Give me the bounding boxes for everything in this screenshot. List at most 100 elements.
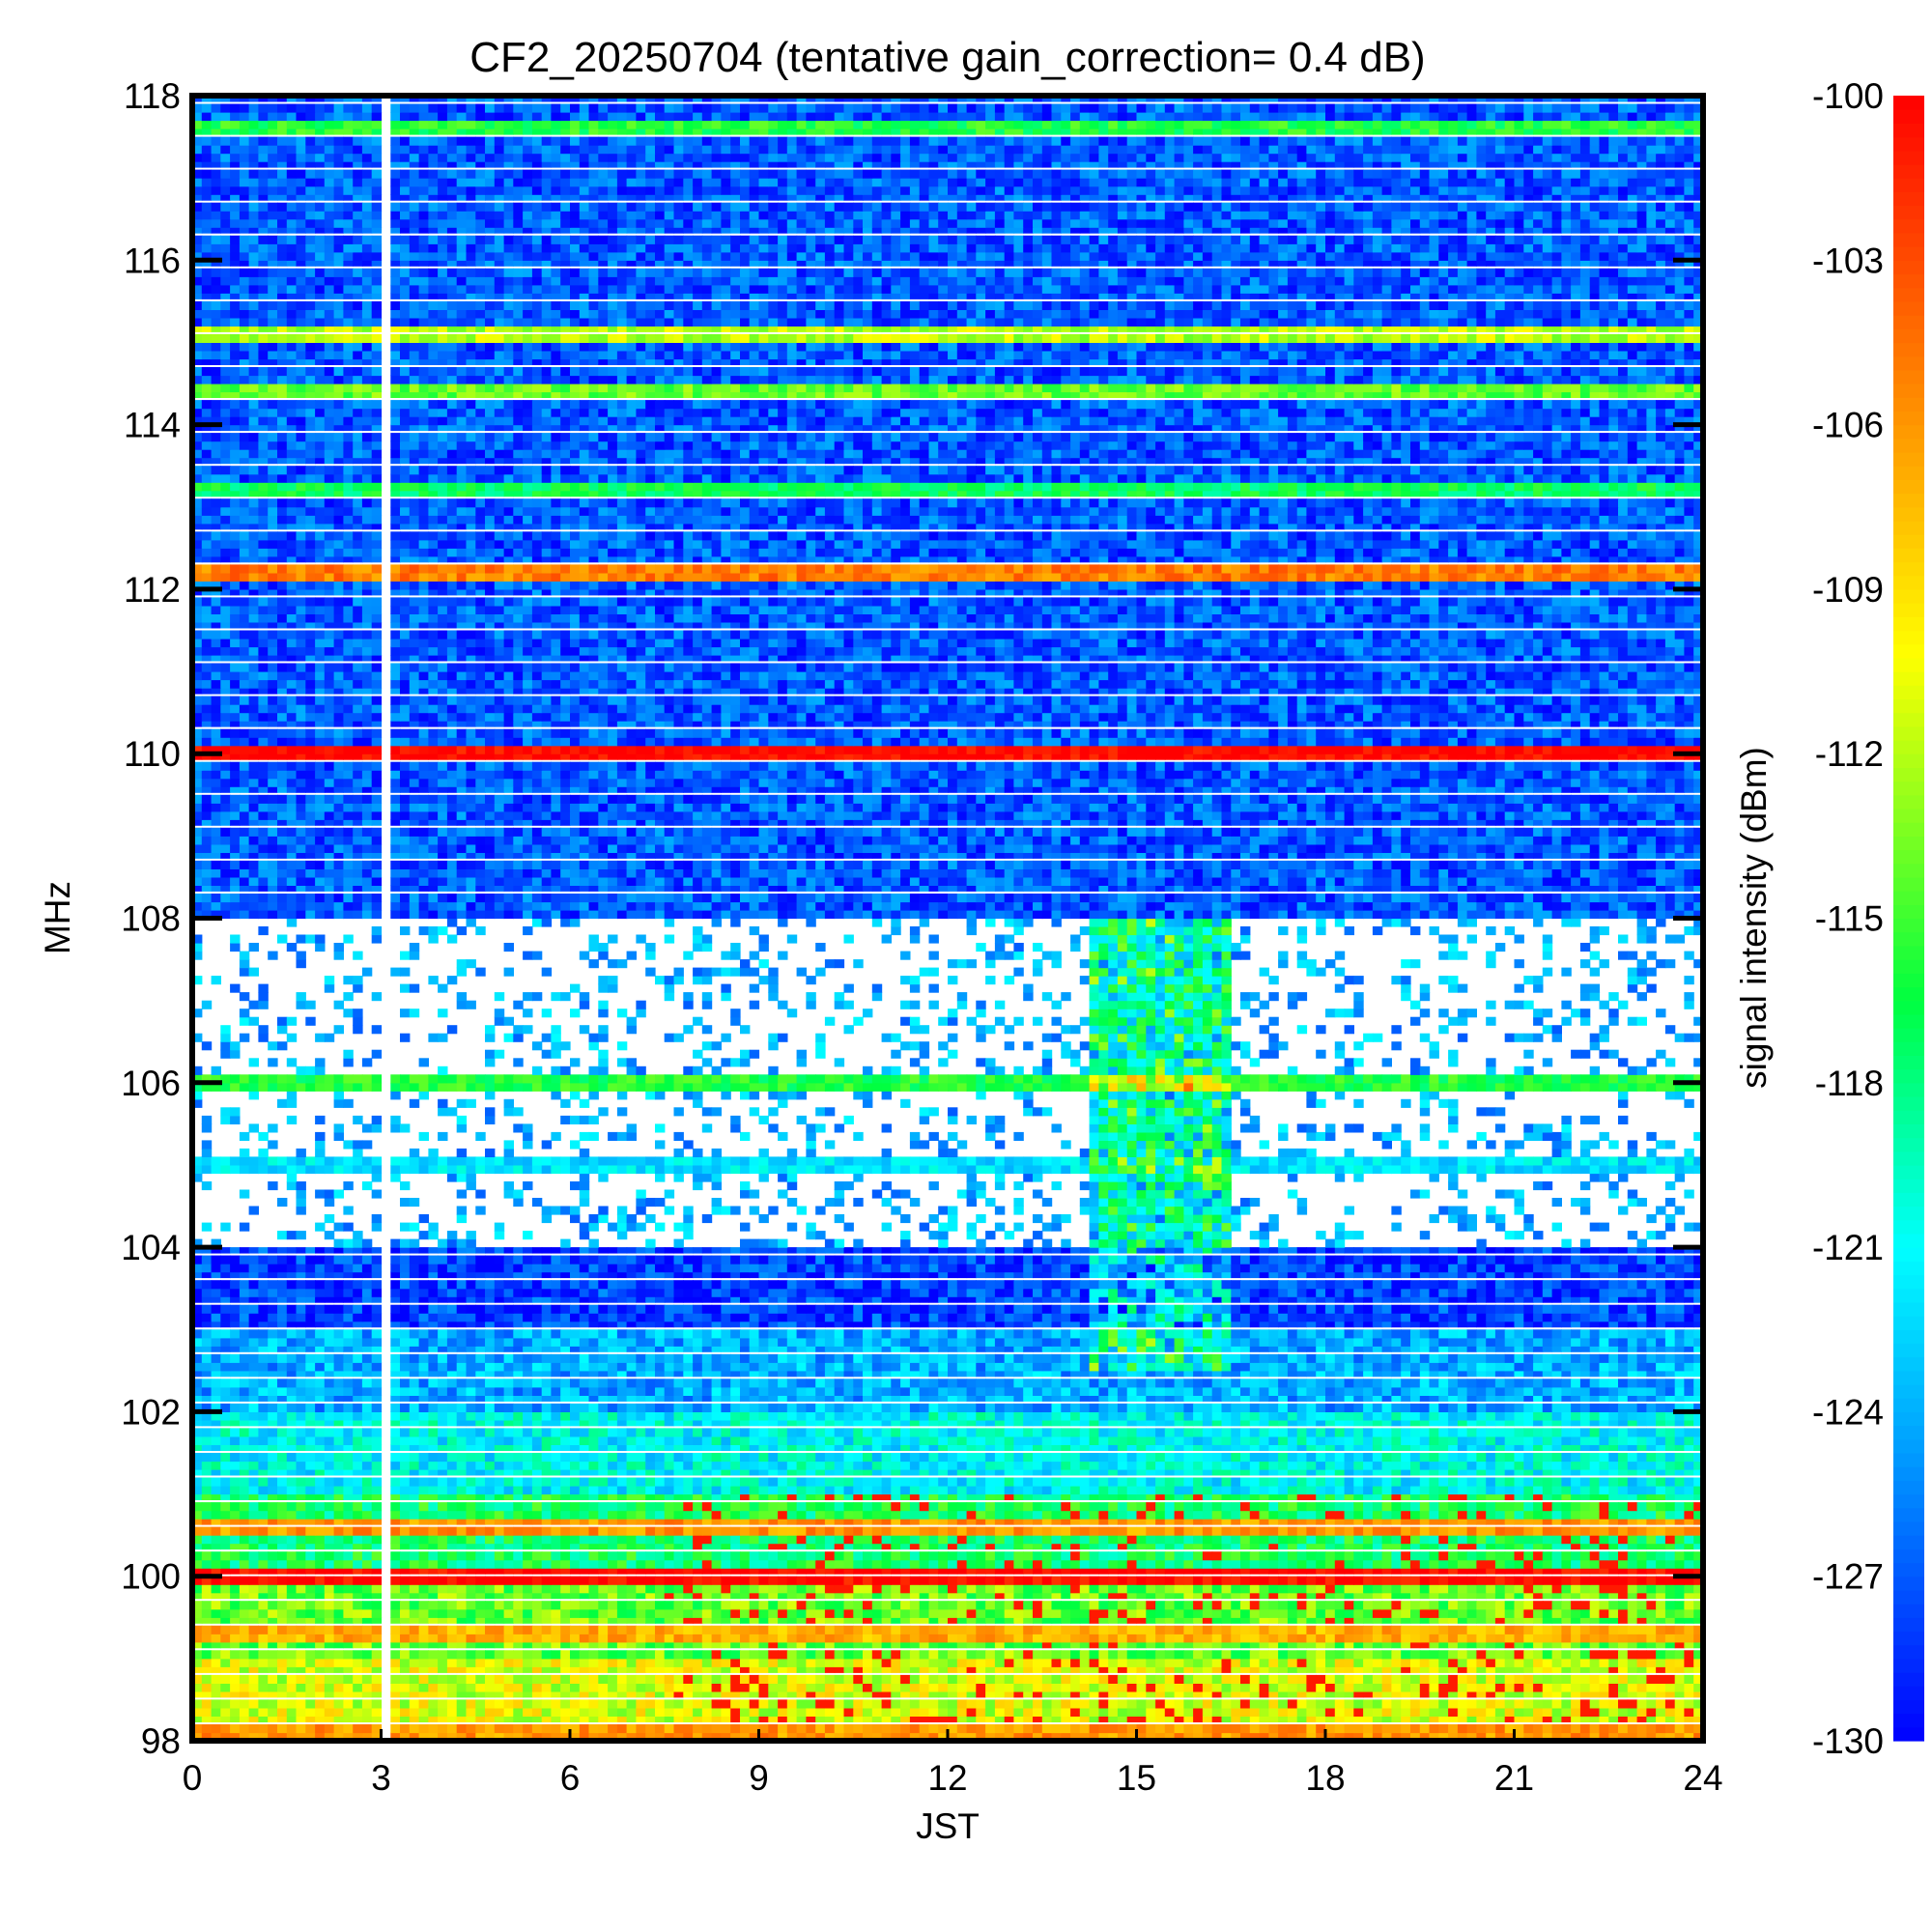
heatmap-cell bbox=[1373, 1675, 1382, 1684]
heatmap-cell bbox=[815, 1601, 825, 1609]
heatmap-cell bbox=[400, 1617, 410, 1624]
heatmap-cell bbox=[806, 1584, 815, 1593]
heatmap-cell bbox=[513, 1650, 523, 1659]
heatmap-cell bbox=[957, 1601, 967, 1609]
heatmap-cell bbox=[730, 1601, 740, 1609]
heatmap-cell bbox=[258, 1626, 268, 1634]
heatmap-cell bbox=[560, 1551, 570, 1560]
heatmap-cell bbox=[636, 1601, 645, 1609]
heatmap-cell bbox=[1628, 1519, 1637, 1525]
heatmap-cell bbox=[655, 1691, 665, 1698]
heatmap-cell bbox=[353, 1593, 362, 1600]
heatmap-cell bbox=[334, 1626, 344, 1634]
heatmap-cell bbox=[1438, 1683, 1448, 1691]
heatmap-cell bbox=[665, 1560, 674, 1569]
heatmap-cell bbox=[343, 1609, 353, 1618]
heatmap-cell bbox=[1023, 1527, 1033, 1536]
heatmap-cell bbox=[1476, 1642, 1486, 1649]
heatmap-cell bbox=[400, 1535, 410, 1544]
heatmap-cell bbox=[362, 1717, 372, 1723]
heatmap-cell bbox=[1212, 1519, 1222, 1525]
heatmap-cell bbox=[1401, 1659, 1410, 1667]
heatmap-cell bbox=[315, 1601, 325, 1609]
heatmap-cell bbox=[815, 1502, 825, 1511]
heatmap-cell bbox=[1306, 1626, 1316, 1634]
heatmap-cell bbox=[1061, 1617, 1070, 1624]
heatmap-cell bbox=[967, 1617, 977, 1624]
heatmap-cell bbox=[334, 1650, 344, 1659]
heatmap-cell bbox=[475, 1560, 485, 1569]
heatmap-cell bbox=[693, 1478, 702, 1487]
heatmap-cell bbox=[938, 1626, 948, 1634]
heatmap-cell bbox=[1637, 1724, 1647, 1733]
heatmap-cell bbox=[655, 1511, 665, 1520]
heatmap-cell bbox=[1438, 1717, 1448, 1723]
heatmap-cell bbox=[806, 1486, 815, 1494]
heatmap-cell bbox=[542, 1577, 552, 1585]
heatmap-cell bbox=[475, 1708, 485, 1717]
heatmap-cell bbox=[617, 1560, 627, 1569]
heatmap-cell bbox=[683, 1502, 693, 1511]
heatmap-cell bbox=[1268, 1666, 1278, 1673]
heatmap-cell bbox=[1656, 1666, 1665, 1673]
heatmap-cell bbox=[1183, 1568, 1193, 1575]
heatmap-cell bbox=[1127, 1519, 1137, 1525]
heatmap-cell bbox=[1533, 1494, 1543, 1501]
heatmap-cell bbox=[683, 1568, 693, 1575]
heatmap-cell bbox=[1646, 1584, 1656, 1593]
heatmap-cell bbox=[1665, 1544, 1675, 1550]
heatmap-cell bbox=[1033, 1626, 1042, 1634]
heatmap-cell bbox=[1600, 1691, 1609, 1698]
heatmap-cell bbox=[1353, 1634, 1363, 1642]
heatmap-cell bbox=[655, 1568, 665, 1575]
heatmap-cell bbox=[976, 1626, 985, 1634]
heatmap-cell bbox=[504, 1659, 514, 1667]
heatmap-cell bbox=[1373, 1609, 1382, 1618]
heatmap-cell bbox=[853, 1642, 863, 1649]
heatmap-cell bbox=[353, 1502, 362, 1511]
heatmap-cell bbox=[447, 1683, 457, 1691]
heatmap-cell bbox=[1052, 1699, 1062, 1708]
heatmap-cell bbox=[1260, 1535, 1269, 1544]
heatmap-cell bbox=[636, 1659, 645, 1667]
heatmap-cell bbox=[1013, 1708, 1023, 1717]
heatmap-cell bbox=[787, 1584, 797, 1593]
heatmap-cell bbox=[1090, 1650, 1099, 1659]
heatmap-cell bbox=[1410, 1724, 1420, 1733]
heatmap-cell bbox=[825, 1544, 835, 1550]
heatmap-cell bbox=[1430, 1593, 1439, 1600]
heatmap-cell bbox=[1410, 1593, 1420, 1600]
heatmap-cell bbox=[1278, 1724, 1288, 1733]
heatmap-cell bbox=[1637, 1708, 1647, 1717]
heatmap-cell bbox=[1080, 1551, 1090, 1560]
heatmap-cell bbox=[495, 1577, 504, 1585]
heatmap-cell bbox=[240, 1593, 249, 1600]
heatmap-cell bbox=[910, 1617, 920, 1624]
heatmap-cell bbox=[1155, 1666, 1165, 1673]
heatmap-cell bbox=[872, 1708, 882, 1717]
heatmap-cell bbox=[334, 1666, 344, 1673]
heatmap-cell bbox=[230, 1494, 240, 1501]
heatmap-cell bbox=[825, 1478, 835, 1487]
heatmap-cell bbox=[428, 1593, 438, 1600]
heatmap-cell bbox=[655, 1634, 665, 1642]
heatmap-cell bbox=[712, 1601, 722, 1609]
heatmap-cell bbox=[287, 1659, 297, 1667]
heatmap-cell bbox=[249, 1626, 259, 1634]
heatmap-cell bbox=[1401, 1699, 1410, 1708]
heatmap-cell bbox=[287, 1593, 297, 1600]
heatmap-cell bbox=[1231, 1683, 1240, 1691]
heatmap-cell bbox=[1042, 1584, 1052, 1593]
heatmap-cell bbox=[1665, 1717, 1675, 1723]
heatmap-cell bbox=[910, 1560, 920, 1569]
heatmap-cell bbox=[853, 1683, 863, 1691]
heatmap-cell bbox=[1543, 1724, 1552, 1733]
heatmap-cell bbox=[967, 1691, 977, 1698]
heatmap-cell bbox=[787, 1502, 797, 1511]
heatmap-cell bbox=[1345, 1544, 1354, 1550]
heatmap-cell bbox=[1571, 1626, 1580, 1634]
heatmap-cell bbox=[1193, 1666, 1203, 1673]
heatmap-cell bbox=[872, 1551, 882, 1560]
heatmap-cell bbox=[1430, 1502, 1439, 1511]
heatmap-cell bbox=[702, 1551, 712, 1560]
